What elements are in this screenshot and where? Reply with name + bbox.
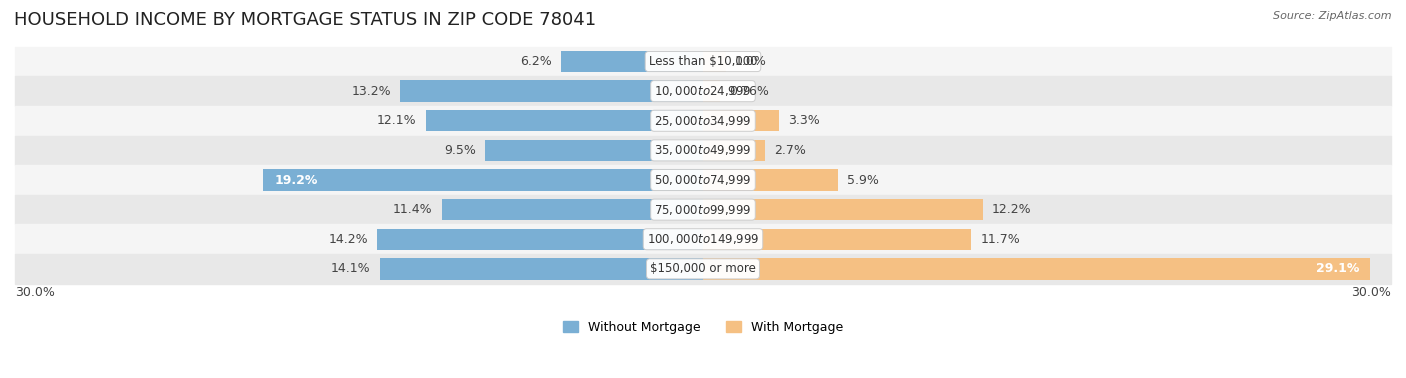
Text: 6.2%: 6.2% <box>520 55 551 68</box>
Bar <box>15 47 1391 76</box>
Bar <box>703 258 1371 279</box>
Bar <box>377 229 703 250</box>
Bar <box>15 76 1391 106</box>
Text: 29.1%: 29.1% <box>1316 262 1358 275</box>
Text: HOUSEHOLD INCOME BY MORTGAGE STATUS IN ZIP CODE 78041: HOUSEHOLD INCOME BY MORTGAGE STATUS IN Z… <box>14 11 596 29</box>
Text: 0.76%: 0.76% <box>730 85 769 98</box>
Bar <box>703 199 983 220</box>
Text: $75,000 to $99,999: $75,000 to $99,999 <box>654 203 752 217</box>
Bar <box>15 106 1391 136</box>
Bar <box>263 169 703 191</box>
Text: 9.5%: 9.5% <box>444 144 477 157</box>
Bar <box>703 229 972 250</box>
Text: 2.7%: 2.7% <box>775 144 806 157</box>
Bar <box>15 165 1391 195</box>
Bar <box>15 136 1391 165</box>
Text: Source: ZipAtlas.com: Source: ZipAtlas.com <box>1274 11 1392 21</box>
Text: $10,000 to $24,999: $10,000 to $24,999 <box>654 84 752 98</box>
Bar <box>703 169 838 191</box>
Text: 13.2%: 13.2% <box>352 85 391 98</box>
Text: 30.0%: 30.0% <box>1351 286 1391 299</box>
Text: $100,000 to $149,999: $100,000 to $149,999 <box>647 232 759 246</box>
Bar <box>703 140 765 161</box>
Bar <box>703 110 779 132</box>
Text: 3.3%: 3.3% <box>787 114 820 127</box>
Text: 1.0%: 1.0% <box>735 55 768 68</box>
Bar <box>426 110 703 132</box>
Bar <box>15 225 1391 254</box>
Text: 11.7%: 11.7% <box>980 233 1021 246</box>
Text: Less than $10,000: Less than $10,000 <box>648 55 758 68</box>
Text: 5.9%: 5.9% <box>848 174 879 186</box>
Text: 30.0%: 30.0% <box>15 286 55 299</box>
Bar <box>380 258 703 279</box>
Bar <box>703 81 720 102</box>
Text: $50,000 to $74,999: $50,000 to $74,999 <box>654 173 752 187</box>
Bar <box>561 51 703 72</box>
Bar <box>703 51 725 72</box>
Bar <box>441 199 703 220</box>
Text: 11.4%: 11.4% <box>392 203 433 216</box>
Text: 14.2%: 14.2% <box>329 233 368 246</box>
Bar <box>485 140 703 161</box>
Bar <box>15 254 1391 284</box>
Text: $25,000 to $34,999: $25,000 to $34,999 <box>654 114 752 128</box>
Legend: Without Mortgage, With Mortgage: Without Mortgage, With Mortgage <box>558 316 848 339</box>
Bar <box>15 195 1391 225</box>
Text: 19.2%: 19.2% <box>274 174 318 186</box>
Text: 12.2%: 12.2% <box>993 203 1032 216</box>
Text: 14.1%: 14.1% <box>330 262 370 275</box>
Text: 12.1%: 12.1% <box>377 114 416 127</box>
Text: $150,000 or more: $150,000 or more <box>650 262 756 275</box>
Text: $35,000 to $49,999: $35,000 to $49,999 <box>654 143 752 157</box>
Bar <box>401 81 703 102</box>
